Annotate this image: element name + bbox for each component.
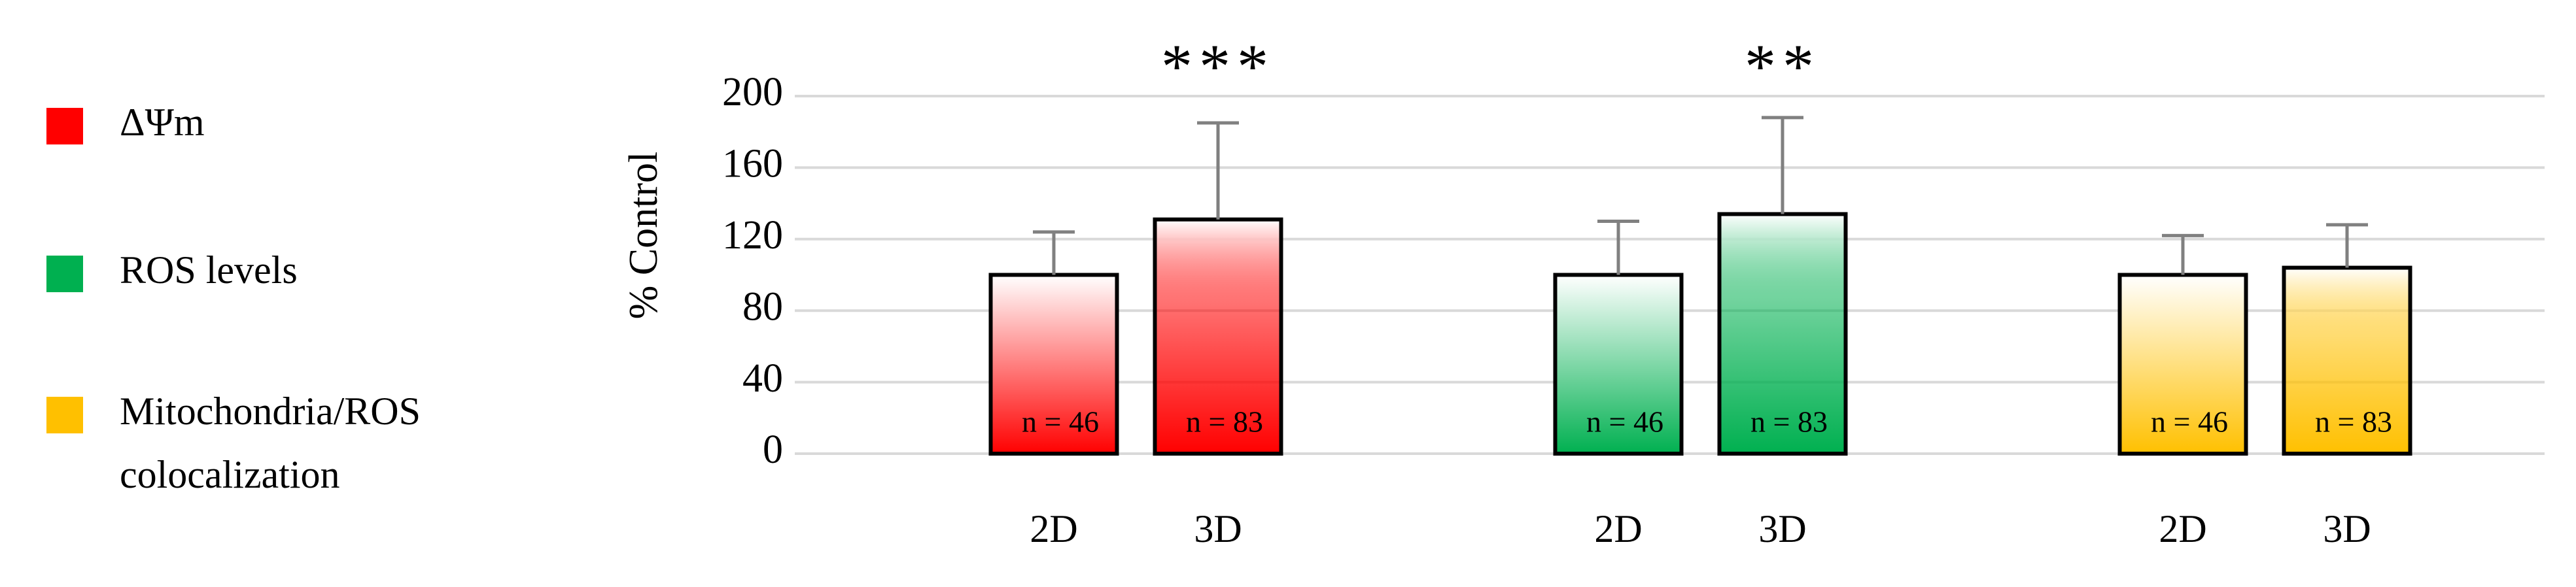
n-label: n = 46 xyxy=(1022,405,1099,439)
n-label: n = 46 xyxy=(2151,405,2228,439)
x-tick-label: 2D xyxy=(1594,507,1642,550)
bar xyxy=(2282,265,2412,456)
legend-swatch xyxy=(46,397,83,433)
n-label: n = 83 xyxy=(1186,405,1263,439)
y-tick-label: 120 xyxy=(722,213,783,258)
legend-label: ROS levels xyxy=(120,248,298,292)
y-tick-label: 40 xyxy=(742,356,783,401)
significance: *** xyxy=(1161,31,1275,101)
x-tick-label: 2D xyxy=(2159,507,2206,550)
y-tick-label: 160 xyxy=(722,142,783,186)
significance: ** xyxy=(1745,31,1820,101)
y-tick-label: 200 xyxy=(722,70,783,114)
n-label: n = 83 xyxy=(1750,405,1828,439)
legend-label: Mitochondria/ROS colocalization xyxy=(120,390,421,496)
x-tick-label: 3D xyxy=(1194,507,1242,550)
bar xyxy=(988,273,1119,456)
bar xyxy=(2117,273,2248,456)
y-axis-title: % Control xyxy=(621,152,666,320)
y-tick-label: 80 xyxy=(742,284,783,329)
n-label: n = 83 xyxy=(2315,405,2392,439)
x-tick-label: 3D xyxy=(1758,507,1806,550)
n-label: n = 46 xyxy=(1586,405,1663,439)
x-tick-label: 2D xyxy=(1030,507,1077,550)
legend-swatch xyxy=(46,256,83,292)
x-tick-label: 3D xyxy=(2323,507,2371,550)
bar xyxy=(1153,217,1283,456)
bar xyxy=(1553,273,1684,456)
legend-label: ΔΨm xyxy=(120,101,205,144)
y-tick-label: 0 xyxy=(763,428,783,472)
legend-swatch xyxy=(46,108,83,144)
